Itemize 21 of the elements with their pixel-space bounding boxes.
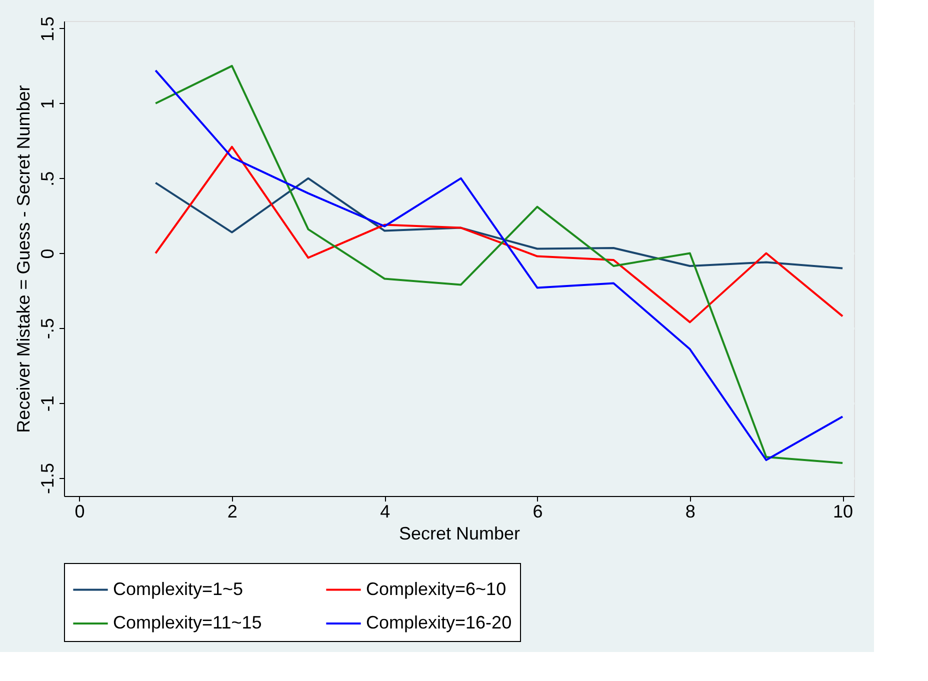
x-tick-label: 6: [532, 502, 543, 522]
x-tick-label: 2: [227, 502, 238, 522]
y-tick-label: .5: [38, 171, 58, 186]
line-series: [154, 177, 844, 270]
y-tick-label: -.5: [38, 318, 58, 340]
y-axis-title: Receiver Mistake = Guess - Secret Number: [14, 85, 34, 433]
legend-label: Complexity=6~10: [366, 578, 506, 599]
x-tick-label: 10: [833, 502, 854, 522]
x-axis-title: Secret Number: [398, 524, 520, 544]
y-tick-label: -1.5: [38, 463, 58, 494]
legend-label: Complexity=11~15: [113, 612, 262, 632]
y-tick-label: 1: [38, 98, 58, 109]
y-tick-label: 0: [38, 248, 58, 259]
y-tick-label: -1: [38, 396, 58, 412]
line-series: [154, 146, 844, 324]
y-tick-label: 1.5: [38, 16, 58, 42]
x-tick-label: 4: [380, 502, 390, 522]
x-tick-label: 8: [685, 502, 696, 522]
legend-label: Complexity=16-20: [366, 612, 512, 632]
legend-label: Complexity=1~5: [113, 578, 244, 599]
x-tick-label: 0: [74, 502, 85, 522]
